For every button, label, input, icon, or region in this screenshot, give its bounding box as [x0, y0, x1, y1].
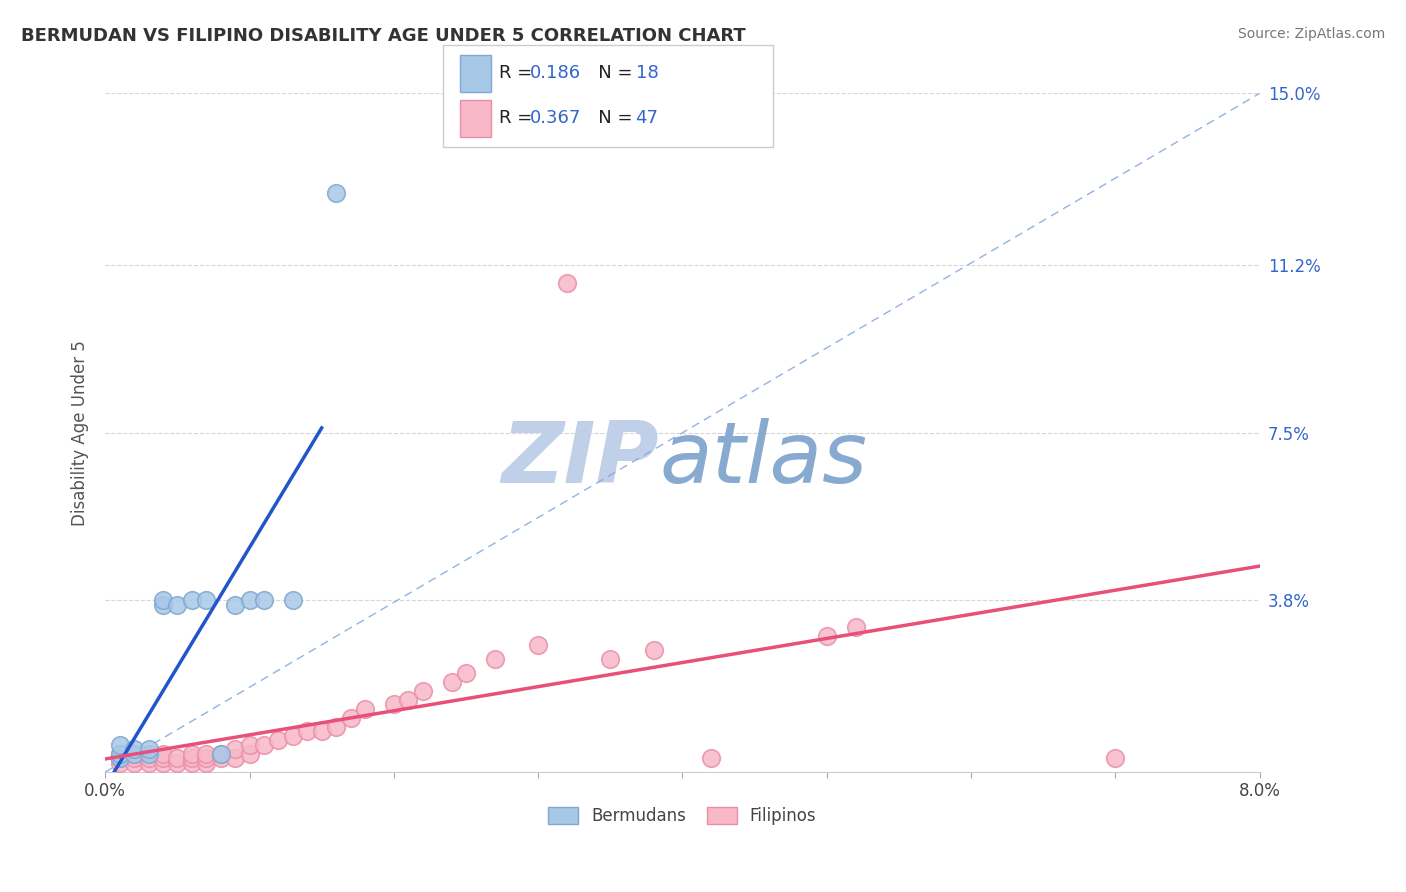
Point — [180, 747, 202, 761]
Text: R =: R = — [499, 110, 538, 128]
Point — [1104, 751, 1126, 765]
Point — [700, 751, 723, 765]
Point — [108, 747, 131, 761]
Point — [224, 751, 246, 765]
Point — [152, 747, 174, 761]
Point — [339, 711, 361, 725]
Point — [412, 683, 434, 698]
Text: 47: 47 — [636, 110, 658, 128]
Point — [122, 756, 145, 770]
Point — [311, 724, 333, 739]
Point — [238, 738, 260, 752]
Y-axis label: Disability Age Under 5: Disability Age Under 5 — [72, 340, 89, 525]
Text: BERMUDAN VS FILIPINO DISABILITY AGE UNDER 5 CORRELATION CHART: BERMUDAN VS FILIPINO DISABILITY AGE UNDE… — [21, 27, 745, 45]
Point — [396, 692, 419, 706]
Point — [195, 747, 218, 761]
Point — [253, 738, 276, 752]
Text: 0.186: 0.186 — [530, 64, 581, 82]
Point — [180, 756, 202, 770]
Point — [224, 742, 246, 756]
Point — [138, 742, 160, 756]
Point — [122, 747, 145, 761]
Point — [599, 652, 621, 666]
Text: atlas: atlas — [659, 418, 868, 501]
Point — [195, 751, 218, 765]
Point — [209, 747, 232, 761]
Point — [152, 593, 174, 607]
Point — [138, 747, 160, 761]
Point — [325, 186, 347, 200]
Point — [238, 747, 260, 761]
Text: N =: N = — [581, 110, 638, 128]
Point — [152, 598, 174, 612]
Text: ZIP: ZIP — [502, 418, 659, 501]
Point — [815, 629, 838, 643]
Point — [354, 702, 377, 716]
Point — [845, 620, 868, 634]
Point — [108, 751, 131, 765]
Point — [527, 638, 550, 652]
Point — [382, 697, 405, 711]
Point — [122, 751, 145, 765]
Point — [108, 751, 131, 765]
Point — [152, 756, 174, 770]
Point — [138, 751, 160, 765]
Point — [138, 756, 160, 770]
Text: Source: ZipAtlas.com: Source: ZipAtlas.com — [1237, 27, 1385, 41]
Point — [484, 652, 506, 666]
Point — [325, 720, 347, 734]
Point — [108, 747, 131, 761]
Point — [224, 598, 246, 612]
Point — [166, 751, 188, 765]
Point — [180, 751, 202, 765]
Text: R =: R = — [499, 64, 538, 82]
Point — [195, 756, 218, 770]
Point — [152, 751, 174, 765]
Text: 18: 18 — [636, 64, 658, 82]
Point — [643, 643, 665, 657]
Point — [238, 593, 260, 607]
Point — [440, 674, 463, 689]
Text: N =: N = — [581, 64, 638, 82]
Point — [108, 738, 131, 752]
Point — [108, 756, 131, 770]
Text: 0.367: 0.367 — [530, 110, 582, 128]
Point — [267, 733, 290, 747]
Point — [297, 724, 319, 739]
Point — [281, 729, 304, 743]
Point — [166, 598, 188, 612]
Point — [555, 277, 578, 291]
Point — [122, 747, 145, 761]
Legend: Bermudans, Filipinos: Bermudans, Filipinos — [541, 800, 823, 831]
Point — [209, 747, 232, 761]
Point — [454, 665, 477, 680]
Point — [122, 742, 145, 756]
Point — [166, 756, 188, 770]
Point — [180, 593, 202, 607]
Point — [195, 593, 218, 607]
Point — [281, 593, 304, 607]
Point — [253, 593, 276, 607]
Point — [209, 751, 232, 765]
